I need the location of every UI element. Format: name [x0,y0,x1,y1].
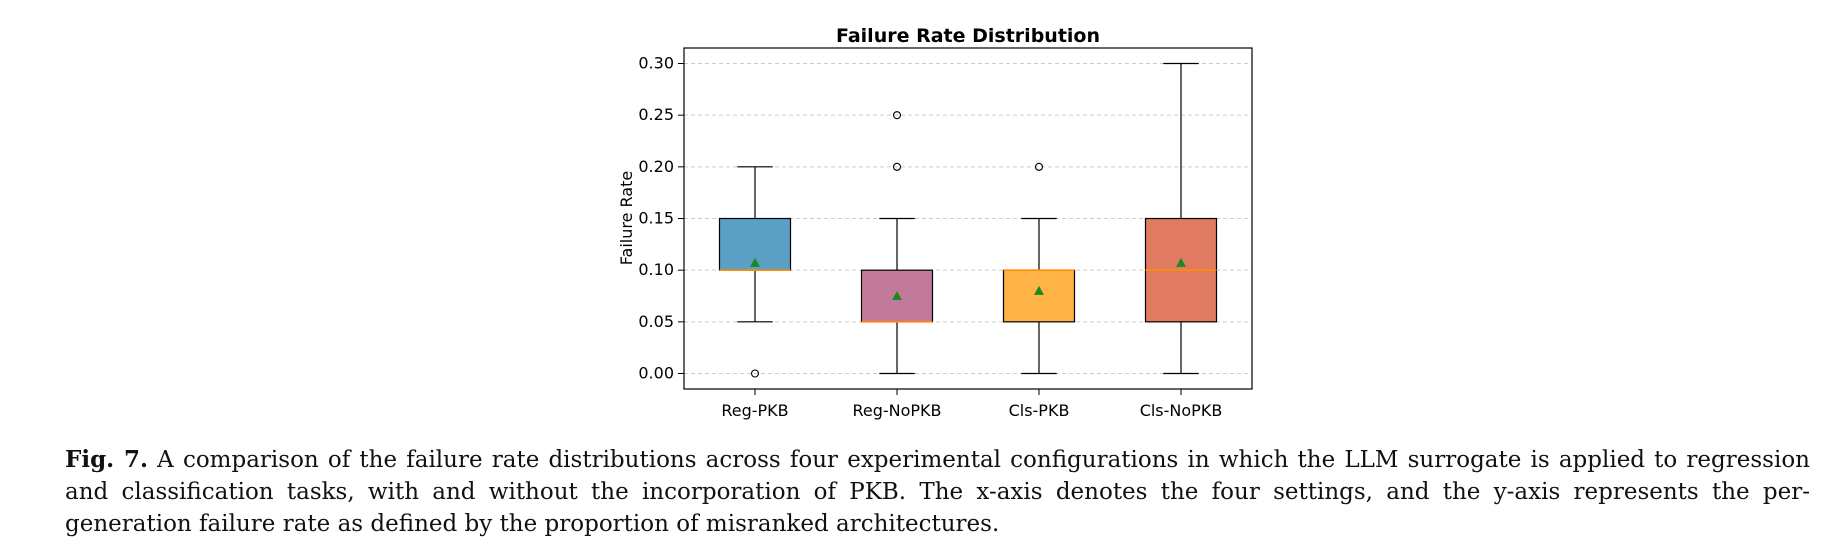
outlier-point [892,111,902,120]
figure-caption: Fig. 7. A comparison of the failure rate… [65,444,1810,540]
y-tick-label: 0.10 [638,260,674,279]
y-tick-label: 0.20 [638,157,674,176]
plot-frame [683,47,1253,390]
outlier-point [892,162,902,171]
y-tick-label: 0.00 [638,364,674,383]
box-reg-pkb [718,166,792,378]
mean-marker [892,291,902,300]
mean-marker [1034,285,1044,295]
x-axis-ticks: Reg-PKB Reg-NoPKB Cls-PKB Cls-NoPKB [721,389,1222,420]
chart-title: Failure Rate Distribution [836,25,1100,47]
mean-marker [750,257,760,267]
mean-marker [1176,257,1186,267]
x-tick-label: Cls-NoPKB [1140,401,1223,420]
y-tick-label: 0.25 [638,105,674,124]
x-tick-label: Reg-NoPKB [852,401,941,420]
x-tick-label: Cls-PKB [1009,401,1070,420]
y-tick-label: 0.05 [638,312,674,331]
outlier-point [750,369,760,378]
caption-label: Fig. 7. [65,446,149,473]
y-tick-label: 0.30 [638,54,674,73]
y-axis-ticks: 0.00 0.05 0.10 0.15 0.20 0.25 0.30 [638,54,684,383]
outlier-point [1034,162,1044,171]
box-plots [718,62,1218,378]
box-cls-nopkb [1144,62,1218,375]
y-axis-label: Failure Rate [617,171,636,265]
x-tick-label: Reg-PKB [721,401,788,420]
box-cls-pkb [1002,162,1076,375]
y-tick-label: 0.15 [638,209,674,228]
iqr-box [1002,269,1076,323]
box-reg-nopkb [860,111,934,375]
caption-text: A comparison of the failure rate distrib… [65,447,1810,537]
failure-rate-boxplot: Failure Rate Distribution Failure Rate 0… [617,25,1253,420]
